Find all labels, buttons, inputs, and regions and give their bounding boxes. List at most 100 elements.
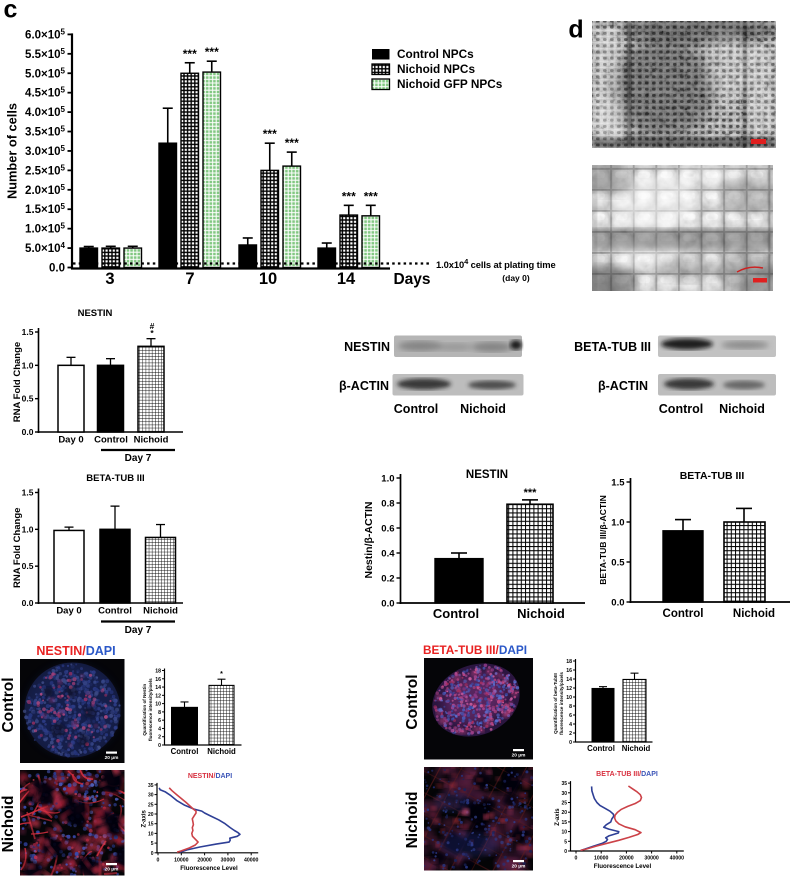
svg-text:Nichoid: Nichoid (622, 744, 651, 753)
svg-text:10000: 10000 (174, 857, 189, 863)
svg-text:3.5×105: 3.5×105 (25, 125, 66, 139)
svg-text:0.6: 0.6 (381, 524, 394, 535)
svg-text:BETA-TUB III/DAPI: BETA-TUB III/DAPI (423, 643, 527, 657)
svg-text:Control: Control (659, 402, 703, 416)
svg-text:0.5: 0.5 (611, 558, 625, 569)
svg-text:*: * (220, 671, 223, 678)
svg-text:10: 10 (561, 830, 567, 836)
svg-text:10: 10 (148, 831, 154, 837)
svg-text:14: 14 (337, 270, 356, 288)
svg-text:5.0×104: 5.0×104 (25, 241, 66, 255)
svg-text:Control: Control (98, 606, 132, 617)
svg-text:Nichoid: Nichoid (719, 402, 765, 416)
svg-text:14: 14 (566, 677, 572, 683)
svg-text:1.0: 1.0 (22, 360, 34, 370)
svg-text:12: 12 (566, 686, 572, 692)
svg-text:4.5×105: 4.5×105 (25, 86, 66, 100)
svg-text:20 µm: 20 µm (105, 867, 119, 873)
svg-text:Control: Control (171, 747, 199, 756)
svg-text:10: 10 (155, 702, 161, 708)
svg-text:5.0×105: 5.0×105 (25, 66, 66, 80)
svg-text:18: 18 (155, 669, 161, 675)
svg-text:β-ACTIN: β-ACTIN (598, 379, 648, 393)
svg-text:RNA Fold Change: RNA Fold Change (12, 342, 23, 422)
svg-text:15: 15 (561, 820, 567, 826)
svg-text:*: * (150, 328, 154, 338)
svg-text:Day 0: Day 0 (56, 606, 81, 617)
svg-text:12: 12 (155, 693, 161, 699)
svg-text:0.0: 0.0 (22, 427, 34, 437)
svg-text:0.0: 0.0 (22, 598, 34, 608)
svg-text:NESTIN: NESTIN (344, 340, 390, 354)
svg-text:BETA-TUB III/DAPI: BETA-TUB III/DAPI (596, 771, 658, 778)
svg-text:0.5: 0.5 (22, 394, 34, 404)
svg-text:2.5×105: 2.5×105 (25, 163, 66, 177)
svg-text:16: 16 (155, 677, 161, 683)
svg-text:Days: Days (393, 271, 430, 288)
svg-text:RNA Fold Change: RNA Fold Change (12, 508, 23, 588)
svg-text:BETA-TUB III/β-ACTIN: BETA-TUB III/β-ACTIN (598, 495, 608, 585)
svg-text:5.5×105: 5.5×105 (25, 47, 66, 61)
svg-text:5: 5 (151, 841, 154, 847)
svg-text:10: 10 (259, 270, 277, 288)
svg-text:14: 14 (155, 685, 161, 691)
svg-text:Z-axis: Z-axis (555, 808, 561, 826)
svg-text:Day 7: Day 7 (125, 453, 152, 464)
svg-text:8: 8 (569, 704, 572, 710)
svg-text:10000: 10000 (594, 856, 609, 862)
svg-text:***: *** (524, 487, 538, 499)
svg-text:30000: 30000 (221, 857, 236, 863)
svg-text:Nichoid: Nichoid (404, 792, 421, 849)
svg-text:NESTIN/DAPI: NESTIN/DAPI (188, 773, 232, 780)
svg-text:20 µm: 20 µm (512, 864, 526, 870)
svg-text:Nichoid GFP NPCs: Nichoid GFP NPCs (397, 77, 503, 91)
svg-text:0.2: 0.2 (381, 574, 394, 585)
svg-text:(day 0): (day 0) (502, 273, 530, 283)
svg-text:6: 6 (158, 718, 161, 724)
svg-text:Nichoid: Nichoid (733, 608, 775, 620)
svg-text:fluorescence intensity/pixels: fluorescence intensity/pixels (148, 678, 153, 741)
svg-text:0: 0 (564, 849, 567, 855)
svg-text:Fluorescence Level: Fluorescence Level (180, 865, 238, 872)
svg-text:0: 0 (151, 851, 154, 857)
svg-text:NESTIN: NESTIN (466, 469, 508, 481)
svg-text:***: *** (285, 136, 299, 150)
svg-text:***: *** (205, 45, 219, 59)
svg-text:d: d (568, 16, 583, 44)
svg-text:30: 30 (148, 793, 154, 799)
svg-text:0: 0 (569, 740, 572, 746)
svg-text:1.5: 1.5 (611, 478, 625, 489)
svg-text:25: 25 (561, 801, 567, 807)
svg-text:Control: Control (433, 606, 479, 621)
svg-text:Nichoid: Nichoid (0, 796, 17, 853)
svg-text:1.5: 1.5 (22, 327, 34, 337)
svg-text:8: 8 (158, 710, 161, 716)
svg-text:0: 0 (158, 743, 161, 749)
svg-text:Control: Control (0, 677, 17, 732)
svg-text:BETA-TUB III: BETA-TUB III (574, 340, 651, 354)
svg-text:NESTIN/DAPI: NESTIN/DAPI (36, 644, 115, 658)
svg-text:35: 35 (561, 781, 567, 787)
svg-text:20000: 20000 (619, 856, 634, 862)
svg-text:Control: Control (663, 608, 704, 620)
svg-text:1.0x104 cells at plating time: 1.0x104 cells at plating time (436, 257, 556, 270)
svg-text:35: 35 (148, 783, 154, 789)
svg-text:***: *** (364, 189, 378, 203)
svg-text:0.0: 0.0 (611, 598, 624, 609)
svg-text:Z-axis: Z-axis (142, 810, 148, 828)
svg-text:20 µm: 20 µm (512, 753, 526, 759)
svg-text:16: 16 (566, 668, 572, 674)
svg-text:fluorescence intensity/pixels: fluorescence intensity/pixels (559, 672, 564, 735)
svg-text:25: 25 (148, 802, 154, 808)
svg-text:4: 4 (158, 726, 161, 732)
svg-text:Quantification of Nestin: Quantification of Nestin (142, 684, 147, 736)
svg-text:15: 15 (148, 822, 154, 828)
svg-text:Nestin/β-ACTIN: Nestin/β-ACTIN (363, 502, 375, 579)
svg-text:20: 20 (148, 812, 154, 818)
svg-text:0: 0 (157, 857, 160, 863)
svg-text:BETA-TUB III: BETA-TUB III (86, 473, 144, 484)
svg-text:0.0: 0.0 (381, 599, 394, 610)
svg-text:20000: 20000 (197, 857, 212, 863)
svg-text:Nichoid: Nichoid (134, 435, 169, 446)
svg-text:Nichoid: Nichoid (207, 747, 236, 756)
